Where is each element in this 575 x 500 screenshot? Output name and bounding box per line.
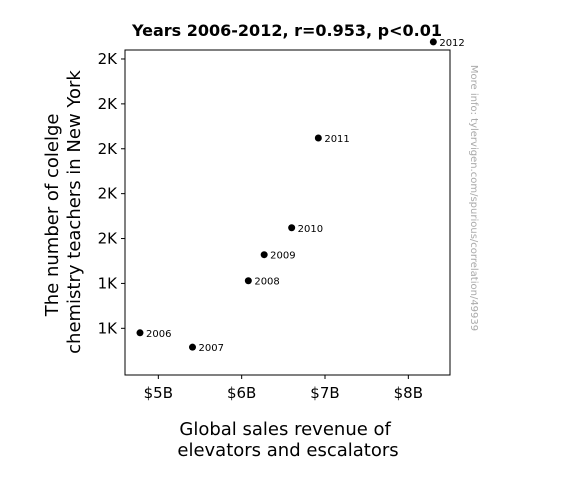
data-point (429, 38, 437, 46)
data-point-label: 2009 (270, 251, 295, 262)
data-point (260, 251, 268, 259)
y-tick-label: 1K (98, 274, 119, 292)
data-point (136, 329, 144, 337)
x-axis-label-line-2: elevators and escalators (177, 440, 398, 461)
data-point (189, 343, 196, 351)
data-point-label: 2011 (324, 134, 349, 145)
data-point-label: 2007 (199, 343, 224, 354)
x-tick-label: $6B (227, 384, 256, 402)
x-tick-label: $5B (144, 384, 173, 402)
x-tick-label: $8B (394, 384, 423, 402)
y-axis-label-line-1: The number of colelge (42, 114, 63, 318)
x-tick-label: $7B (310, 384, 339, 402)
source-watermark: More info: tylervigen.com/spurious/corre… (468, 65, 479, 331)
data-points: 2006 2007 2008 2009 2010 2011 2012 (136, 38, 465, 354)
y-tick-label: 2K (98, 95, 119, 113)
data-point-label: 2008 (254, 277, 279, 288)
y-tick-label: 2K (98, 50, 119, 68)
y-axis-label: The number of colelge chemistry teachers… (42, 70, 85, 354)
y-tick-label: 1K (98, 319, 119, 337)
x-axis-label-line-1: Global sales revenue of (179, 419, 391, 440)
x-axis-label: Global sales revenue of elevators and es… (177, 419, 398, 461)
data-point (244, 277, 252, 285)
y-axis-ticks: 1K 1K 2K 2K 2K 2K 2K (98, 50, 125, 337)
plot-area (124, 49, 451, 376)
data-point (314, 134, 322, 142)
y-axis-label-line-2: chemistry teachers in New York (64, 70, 85, 354)
data-point (288, 224, 296, 232)
y-tick-label: 2K (98, 140, 119, 158)
x-axis-ticks: $5B $6B $7B $8B (144, 375, 423, 402)
data-point-label: 2012 (439, 38, 464, 49)
data-point-label: 2006 (146, 329, 171, 340)
y-tick-label: 2K (98, 185, 119, 203)
y-tick-label: 2K (98, 230, 119, 248)
chart-title: Years 2006-2012, r=0.953, p<0.01 (131, 21, 442, 40)
data-point-label: 2010 (298, 224, 323, 235)
